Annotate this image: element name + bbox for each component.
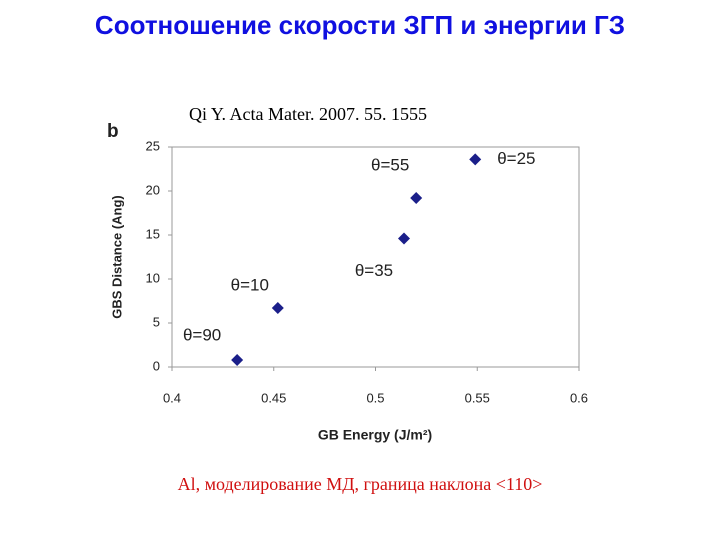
marker (469, 153, 482, 166)
marker (271, 302, 284, 315)
point-label: θ=90 (183, 325, 221, 344)
marker (231, 353, 244, 366)
point-label: θ=25 (497, 149, 535, 168)
y-tick-label: 20 (146, 182, 160, 197)
marker (410, 192, 423, 205)
point-label: θ=35 (355, 261, 393, 280)
y-tick-label: 5 (153, 314, 160, 329)
point-label: θ=55 (371, 156, 409, 175)
slide-title: Соотношение скорости ЗГП и энергии ГЗ (94, 10, 626, 40)
plot-frame (171, 146, 580, 368)
citation: Qi Y. Acta Mater. 2007. 55. 1555 (189, 104, 427, 124)
x-axis-label: GB Energy (J/m²) (318, 427, 432, 443)
x-tick-label: 0.4 (163, 390, 181, 405)
x-tick-label: 0.5 (366, 390, 384, 405)
y-axis-label: GBS Distance (Ang) (109, 195, 124, 319)
y-tick-label: 25 (146, 138, 160, 153)
marker (397, 232, 410, 245)
y-tick-label: 0 (153, 358, 160, 373)
x-tick-label: 0.45 (261, 390, 286, 405)
point-label: θ=10 (231, 276, 269, 295)
x-tick-label: 0.55 (465, 390, 490, 405)
panel-label: b (107, 121, 119, 142)
caption: Al, моделирование МД, граница наклона <1… (177, 474, 543, 494)
y-tick-label: 15 (146, 226, 160, 241)
chart: b GB Energy (J/m²) GBS Distance (Ang) 0 5… (107, 121, 588, 443)
x-tick-label: 0.6 (570, 390, 588, 405)
y-tick-label: 10 (146, 270, 160, 285)
